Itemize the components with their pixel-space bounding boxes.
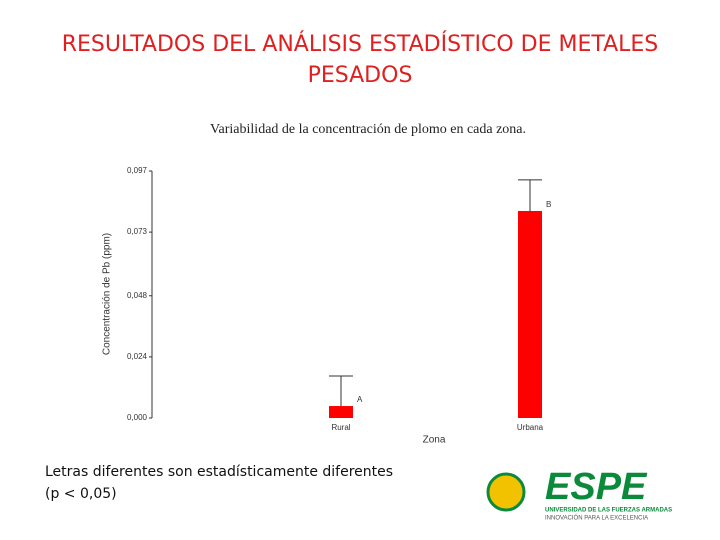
x-axis-label: Zona xyxy=(423,435,446,446)
chart-subtitle: Variabilidad de la concentración de plom… xyxy=(210,122,526,137)
title-line: RESULTADOS DEL ANÁLISIS ESTADÍSTICO DE M… xyxy=(62,31,659,57)
logo-text: UNIVERSIDAD DE LAS FUERZAS ARMADAS xyxy=(545,508,672,514)
y-axis-label: Concentración de Pb (ppm) xyxy=(102,233,113,355)
bar xyxy=(329,406,353,418)
footnote: Letras diferentes son estadísticamente d… xyxy=(45,464,393,480)
x-tick-label: Rural xyxy=(331,423,350,432)
logo-text: INNOVACIÓN PARA LA EXCELENCIA xyxy=(545,515,648,522)
annotation: B xyxy=(546,200,551,209)
y-tick-label: 0,097 xyxy=(127,166,148,175)
y-tick-label: 0,000 xyxy=(127,413,148,422)
y-tick-label: 0,024 xyxy=(127,352,148,361)
title-line: PESADOS xyxy=(308,63,413,88)
logo: ESPE UNIVERSIDAD DE LAS FUERZAS ARMADAS … xyxy=(486,466,672,522)
annotation: A xyxy=(357,395,363,404)
bar xyxy=(518,210,542,418)
footnote: (p < 0,05) xyxy=(45,486,117,502)
x-tick-label: Urbana xyxy=(517,423,544,432)
y-tick-label: 0,073 xyxy=(127,227,148,236)
y-tick-label: 0,048 xyxy=(127,291,148,300)
logo-crest xyxy=(486,472,526,512)
logo-name: ESPE xyxy=(545,466,648,508)
